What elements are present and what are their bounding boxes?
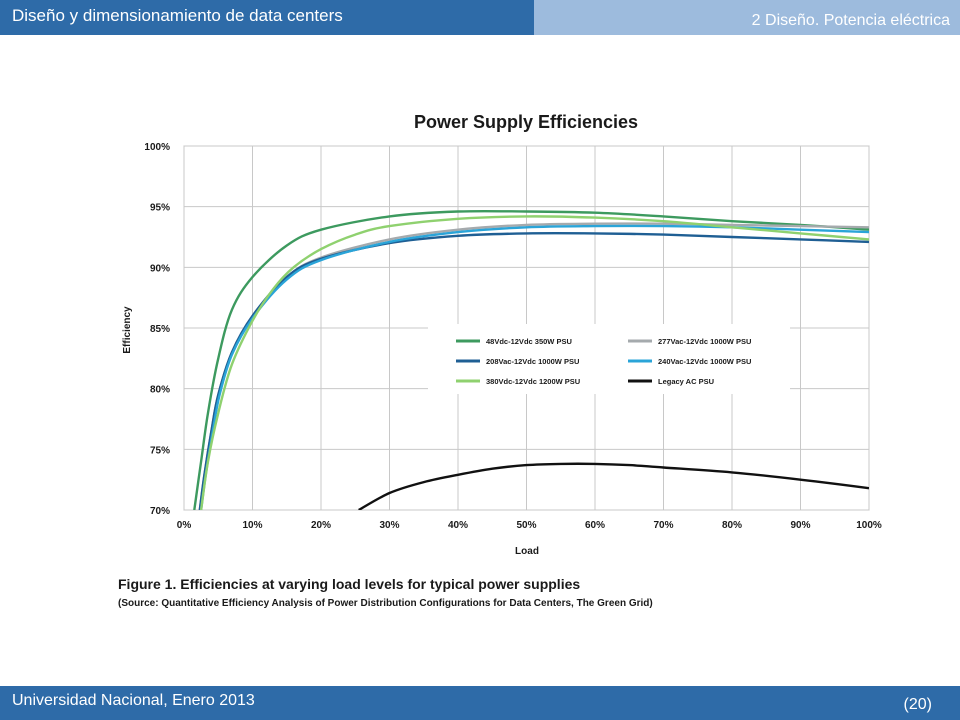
header-section-bar: 2 Diseño. Potencia eléctrica: [534, 0, 960, 35]
x-tick-label: 80%: [722, 520, 742, 531]
y-tick-label: 80%: [150, 385, 170, 396]
axis-ticks: 0% 10% 20% 30% 40% 50% 60% 70% 80% 90% 100% 70% 75% 8…: [144, 142, 881, 531]
series-line: [193, 209, 869, 510]
legend-label: 240Vac-12Vdc 1000W PSU: [658, 357, 751, 366]
legend-label: 208Vac-12Vdc 1000W PSU: [486, 357, 579, 366]
y-tick-label: 70%: [150, 506, 170, 517]
x-tick-label: 50%: [516, 520, 536, 531]
x-tick-label: 20%: [311, 520, 331, 531]
legend-label: 380Vdc-12Vdc 1200W PSU: [486, 377, 580, 386]
x-tick-label: 90%: [790, 520, 810, 531]
series-lines: [193, 209, 869, 510]
y-tick-label: 95%: [150, 203, 170, 214]
x-tick-label: 100%: [856, 520, 882, 531]
page-number: (20): [903, 696, 932, 713]
series-line: [199, 224, 869, 510]
legend-label: 48Vdc-12Vdc 350W PSU: [486, 337, 572, 346]
legend-label: Legacy AC PSU: [658, 377, 714, 386]
x-tick-label: 30%: [379, 520, 399, 531]
figure-source: (Source: Quantitative Efficiency Analysi…: [118, 598, 653, 609]
y-tick-label: 75%: [150, 445, 170, 456]
y-tick-label: 85%: [150, 324, 170, 335]
header-title-bar: Diseño y dimensionamiento de data center…: [0, 0, 534, 35]
x-tick-label: 70%: [653, 520, 673, 531]
series-line: [358, 462, 869, 510]
x-tick-label: 60%: [585, 520, 605, 531]
y-tick-label: 90%: [150, 263, 170, 274]
legend-label: 277Vac-12Vdc 1000W PSU: [658, 337, 751, 346]
figure-caption: Figure 1. Efficiencies at varying load l…: [118, 576, 581, 592]
footer-bar: Universidad Nacional, Enero 2013 (20): [0, 686, 960, 720]
presentation-title: Diseño y dimensionamiento de data center…: [12, 6, 343, 25]
y-tick-label: 100%: [144, 142, 170, 153]
x-tick-label: 10%: [242, 520, 262, 531]
x-axis-label: Load: [515, 546, 539, 557]
series-line: [199, 215, 869, 510]
section-title: 2 Diseño. Potencia eléctrica: [751, 12, 950, 29]
footer-institution: Universidad Nacional, Enero 2013: [12, 692, 255, 709]
x-tick-label: 0%: [177, 520, 192, 531]
legend-box: [428, 324, 790, 394]
chart-title: Power Supply Efficiencies: [414, 112, 638, 132]
x-tick-label: 40%: [448, 520, 468, 531]
y-axis-label: Efficiency: [122, 306, 133, 354]
legend: 48Vdc-12Vdc 350W PSU 277Vac-12Vdc 1000W P…: [428, 324, 790, 394]
